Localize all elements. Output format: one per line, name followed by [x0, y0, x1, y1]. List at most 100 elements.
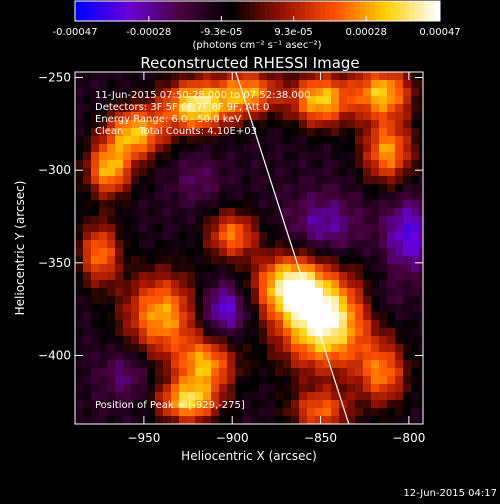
heatmap-cell: [131, 400, 140, 409]
heatmap-cell: [163, 160, 172, 169]
heatmap-cell: [219, 392, 228, 401]
heatmap-cell: [75, 272, 84, 281]
heatmap-cell: [171, 208, 180, 217]
heatmap-cell: [411, 296, 420, 305]
heatmap-cell: [187, 336, 196, 345]
heatmap-cell: [419, 96, 423, 105]
heatmap-cell: [371, 208, 380, 217]
heatmap-cell: [363, 328, 372, 337]
heatmap-cell: [283, 328, 292, 337]
heatmap-cell: [211, 80, 220, 89]
heatmap-cell: [147, 152, 156, 161]
colorbar-cell: [80, 1, 86, 21]
heatmap-cell: [331, 344, 340, 353]
heatmap-cell: [379, 184, 388, 193]
heatmap-cell: [171, 240, 180, 249]
heatmap-cell: [99, 400, 108, 409]
heatmap-cell: [147, 400, 156, 409]
heatmap-cell: [155, 296, 164, 305]
heatmap-cell: [411, 128, 420, 137]
heatmap-cell: [123, 152, 132, 161]
heatmap-cell: [243, 112, 252, 121]
heatmap-cell: [267, 352, 276, 361]
heatmap-cell: [219, 160, 228, 169]
heatmap-cell: [123, 104, 132, 113]
heatmap-cell: [155, 328, 164, 337]
heatmap-cell: [283, 336, 292, 345]
heatmap-cell: [315, 288, 324, 297]
heatmap-cell: [275, 408, 284, 417]
heatmap-cell: [91, 320, 100, 329]
heatmap-cell: [307, 280, 316, 289]
heatmap-cell: [403, 304, 412, 313]
heatmap-cell: [339, 136, 348, 145]
heatmap-cell: [355, 296, 364, 305]
heatmap-cell: [411, 192, 420, 201]
heatmap-cell: [299, 112, 308, 121]
heatmap-cell: [211, 400, 220, 409]
heatmap-cell: [275, 336, 284, 345]
heatmap-cell: [267, 232, 276, 241]
heatmap-cell: [315, 352, 324, 361]
heatmap-cell: [91, 240, 100, 249]
heatmap-cell: [283, 208, 292, 217]
heatmap-cell: [411, 400, 420, 409]
annotation-clean-counts: Clean Total Counts: 4.10E+03: [95, 126, 257, 137]
heatmap-cell: [387, 416, 396, 424]
heatmap-cell: [387, 376, 396, 385]
heatmap-cell: [235, 112, 244, 121]
heatmap-cell: [251, 344, 260, 353]
heatmap-cell: [227, 392, 236, 401]
heatmap-cell: [283, 304, 292, 313]
heatmap-cell: [227, 264, 236, 273]
heatmap-cell: [163, 288, 172, 297]
heatmap-cell: [83, 216, 92, 225]
heatmap-cell: [179, 408, 188, 417]
heatmap-cell: [355, 200, 364, 209]
colorbar-cell: [380, 1, 386, 21]
heatmap-cell: [115, 72, 124, 81]
heatmap-cell: [299, 304, 308, 313]
plot-frame: [74, 71, 424, 425]
heatmap-cell: [299, 72, 308, 81]
heatmap-cell: [379, 232, 388, 241]
heatmap-cell: [147, 112, 156, 121]
heatmap-cell: [355, 352, 364, 361]
heatmap-cell: [243, 192, 252, 201]
heatmap-cell: [371, 280, 380, 289]
heatmap-cell: [331, 384, 340, 393]
colorbar-cell: [110, 1, 116, 21]
heatmap-cell: [379, 368, 388, 377]
heatmap-cell: [91, 128, 100, 137]
heatmap-cell: [219, 104, 228, 113]
colorbar-cell: [75, 1, 81, 21]
heatmap-cell: [331, 368, 340, 377]
heatmap-cell: [339, 80, 348, 89]
heatmap-cell: [291, 176, 300, 185]
heatmap-cell: [403, 104, 412, 113]
heatmap-cell: [275, 208, 284, 217]
heatmap-cell: [347, 232, 356, 241]
heatmap-cell: [171, 128, 180, 137]
heatmap-cell: [203, 304, 212, 313]
heatmap-cell: [355, 88, 364, 97]
heatmap-cell: [395, 320, 404, 329]
heatmap-cell: [147, 168, 156, 177]
heatmap-cell: [371, 120, 380, 129]
heatmap-cell: [235, 304, 244, 313]
heatmap-cell: [107, 416, 116, 424]
heatmap-cell: [107, 304, 116, 313]
heatmap-cell: [163, 152, 172, 161]
heatmap-cell: [347, 136, 356, 145]
heatmap-cell: [83, 96, 92, 105]
heatmap-cell: [331, 144, 340, 153]
heatmap-cell: [99, 312, 108, 321]
heatmap-cell: [163, 400, 172, 409]
heatmap-cell: [331, 224, 340, 233]
heatmap-cell: [307, 72, 316, 81]
heatmap-cell: [179, 80, 188, 89]
heatmap-cell: [163, 232, 172, 241]
heatmap-cell: [131, 320, 140, 329]
heatmap-cell: [379, 376, 388, 385]
y-tick-label: −300: [38, 163, 71, 177]
